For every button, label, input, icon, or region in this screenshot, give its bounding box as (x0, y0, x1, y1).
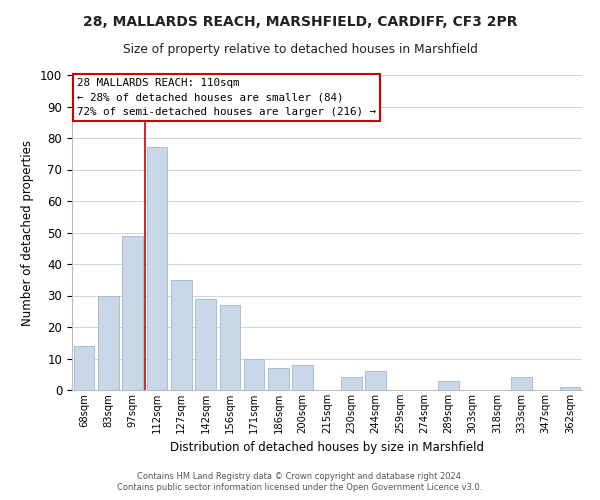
Bar (122, 236, 143, 390)
Bar (341, 378, 362, 390)
Bar (511, 378, 532, 390)
Bar (365, 371, 386, 390)
X-axis label: Distribution of detached houses by size in Marshfield: Distribution of detached houses by size … (170, 442, 484, 454)
Bar (244, 358, 265, 390)
Bar (195, 298, 216, 390)
Bar (98, 296, 119, 390)
Bar (146, 148, 167, 390)
Bar (438, 380, 459, 390)
Bar (560, 387, 580, 390)
Text: 28, MALLARDS REACH, MARSHFIELD, CARDIFF, CF3 2PR: 28, MALLARDS REACH, MARSHFIELD, CARDIFF,… (83, 15, 517, 29)
Bar (74, 346, 94, 390)
Text: Contains HM Land Registry data © Crown copyright and database right 2024.: Contains HM Land Registry data © Crown c… (137, 472, 463, 481)
Text: 28 MALLARDS REACH: 110sqm
← 28% of detached houses are smaller (84)
72% of semi-: 28 MALLARDS REACH: 110sqm ← 28% of detac… (77, 78, 376, 117)
Bar (268, 368, 289, 390)
Text: Size of property relative to detached houses in Marshfield: Size of property relative to detached ho… (122, 42, 478, 56)
Bar (220, 305, 240, 390)
Bar (171, 280, 191, 390)
Bar (292, 365, 313, 390)
Text: Contains public sector information licensed under the Open Government Licence v3: Contains public sector information licen… (118, 484, 482, 492)
Y-axis label: Number of detached properties: Number of detached properties (22, 140, 34, 326)
